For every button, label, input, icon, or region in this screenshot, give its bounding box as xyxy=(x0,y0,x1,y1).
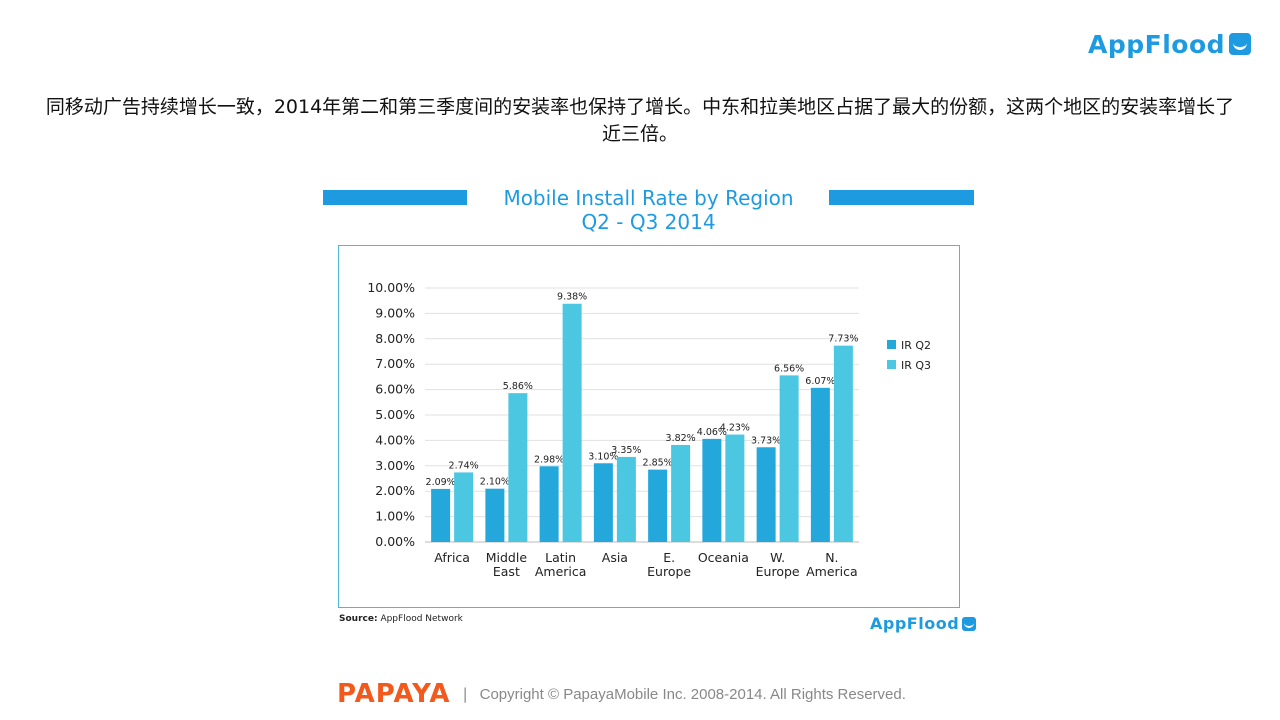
papaya-logo: PAPAYA xyxy=(337,679,451,709)
legend-label: IR Q3 xyxy=(901,359,931,372)
bar-q2 xyxy=(593,463,613,542)
bar-q3 xyxy=(725,434,745,542)
legend-label: IR Q2 xyxy=(901,339,931,352)
y-tick-label: 9.00% xyxy=(375,305,415,320)
appflood-logo: AppFlood xyxy=(1088,27,1252,61)
y-tick-label: 5.00% xyxy=(375,407,415,422)
bar-chart: 0.00% 1.00% 2.00% 3.00% 4.00% 5.00% 6.00% 7.00%… xyxy=(367,280,931,579)
footer: PAPAYA | Copyright © PapayaMobile Inc. 2… xyxy=(337,679,906,709)
y-tick-label: 6.00% xyxy=(375,382,415,397)
data-label: 2.74% xyxy=(449,460,479,471)
data-label: 7.73% xyxy=(828,334,858,345)
x-tick-label: America xyxy=(806,564,858,579)
chart-subtitle: Q2 - Q3 2014 xyxy=(581,210,716,234)
title-left-bar xyxy=(323,190,467,205)
data-label: 2.98% xyxy=(534,454,564,465)
appflood-logo-small: AppFlood xyxy=(870,614,977,633)
bar-q3 xyxy=(671,444,691,542)
bar-q3 xyxy=(779,375,799,542)
data-label: 2.85% xyxy=(643,458,673,469)
x-tick-label: Latin xyxy=(545,550,576,565)
x-tick-label: East xyxy=(493,564,520,579)
x-tick-label: Asia xyxy=(602,550,628,565)
data-label: 5.86% xyxy=(503,381,533,392)
appflood-logo-small-text: AppFlood xyxy=(870,614,960,633)
bar-q3 xyxy=(833,345,853,542)
x-tick-label: Europe xyxy=(756,564,800,579)
y-tick-label: 1.00% xyxy=(375,509,415,524)
x-tick-label: America xyxy=(535,564,587,579)
bar-q2 xyxy=(431,488,451,542)
x-tick-label: N. xyxy=(825,550,838,565)
data-label: 4.06% xyxy=(697,427,727,438)
data-label: 3.82% xyxy=(666,433,696,444)
legend-swatch xyxy=(887,360,896,369)
y-tick-label: 0.00% xyxy=(375,534,415,549)
bar-q2 xyxy=(702,438,722,542)
source-note: Source: AppFlood Network xyxy=(339,614,463,624)
x-tick-label: Oceania xyxy=(698,550,749,565)
bar-q2 xyxy=(539,466,559,542)
y-tick-label: 8.00% xyxy=(375,331,415,346)
source-label: Source: xyxy=(339,614,378,624)
source-text: AppFlood Network xyxy=(380,614,463,624)
chart-title-block: Mobile Install Rate by Region Q2 - Q3 20… xyxy=(323,186,974,234)
x-tick-label: Europe xyxy=(647,564,691,579)
legend-swatch xyxy=(887,340,896,349)
x-tick-label: Africa xyxy=(434,550,470,565)
page-headline: 同移动广告持续增长一致，2014年第二和第三季度间的安装率也保持了增长。中东和拉… xyxy=(45,96,1235,145)
wave-box-icon xyxy=(962,616,977,631)
chart-frame: 0.00% 1.00% 2.00% 3.00% 4.00% 5.00% 6.00% 7.00%… xyxy=(338,245,960,608)
y-tick-label: 4.00% xyxy=(375,432,415,447)
data-label: 3.73% xyxy=(751,435,781,446)
data-label: 3.10% xyxy=(588,451,618,462)
data-label: 6.07% xyxy=(805,376,835,387)
appflood-logo-text: AppFlood xyxy=(1088,29,1226,59)
y-tick-label: 2.00% xyxy=(375,483,415,498)
bar-q3 xyxy=(616,456,636,542)
y-tick-label: 10.00% xyxy=(367,280,415,295)
x-tick-label: W. xyxy=(770,550,785,565)
bar-q2 xyxy=(810,387,830,542)
copyright-text: Copyright © PapayaMobile Inc. 2008-2014.… xyxy=(479,685,906,703)
bar-q3 xyxy=(562,303,582,542)
wave-box-icon xyxy=(1229,33,1252,55)
x-tick-label: E. xyxy=(663,550,675,565)
footer-separator: | xyxy=(462,685,468,703)
data-label: 2.09% xyxy=(426,477,456,488)
y-tick-label: 3.00% xyxy=(375,458,415,473)
data-label: 4.23% xyxy=(720,423,750,434)
x-tick-label: Middle xyxy=(486,550,528,565)
bar-q2 xyxy=(485,488,505,542)
data-label: 9.38% xyxy=(557,292,587,303)
data-label: 6.56% xyxy=(774,363,804,374)
bar-q2 xyxy=(756,447,776,542)
title-right-bar xyxy=(829,190,974,205)
chart-header: Mobile Install Rate by Region Q2 - Q3 20… xyxy=(323,186,974,242)
data-label: 2.10% xyxy=(480,477,510,488)
bar-q3 xyxy=(508,393,528,542)
chart-title: Mobile Install Rate by Region xyxy=(503,186,794,210)
data-label: 3.35% xyxy=(611,445,641,456)
bar-q3 xyxy=(454,472,474,542)
y-tick-label: 7.00% xyxy=(375,356,415,371)
bar-q2 xyxy=(648,469,668,542)
